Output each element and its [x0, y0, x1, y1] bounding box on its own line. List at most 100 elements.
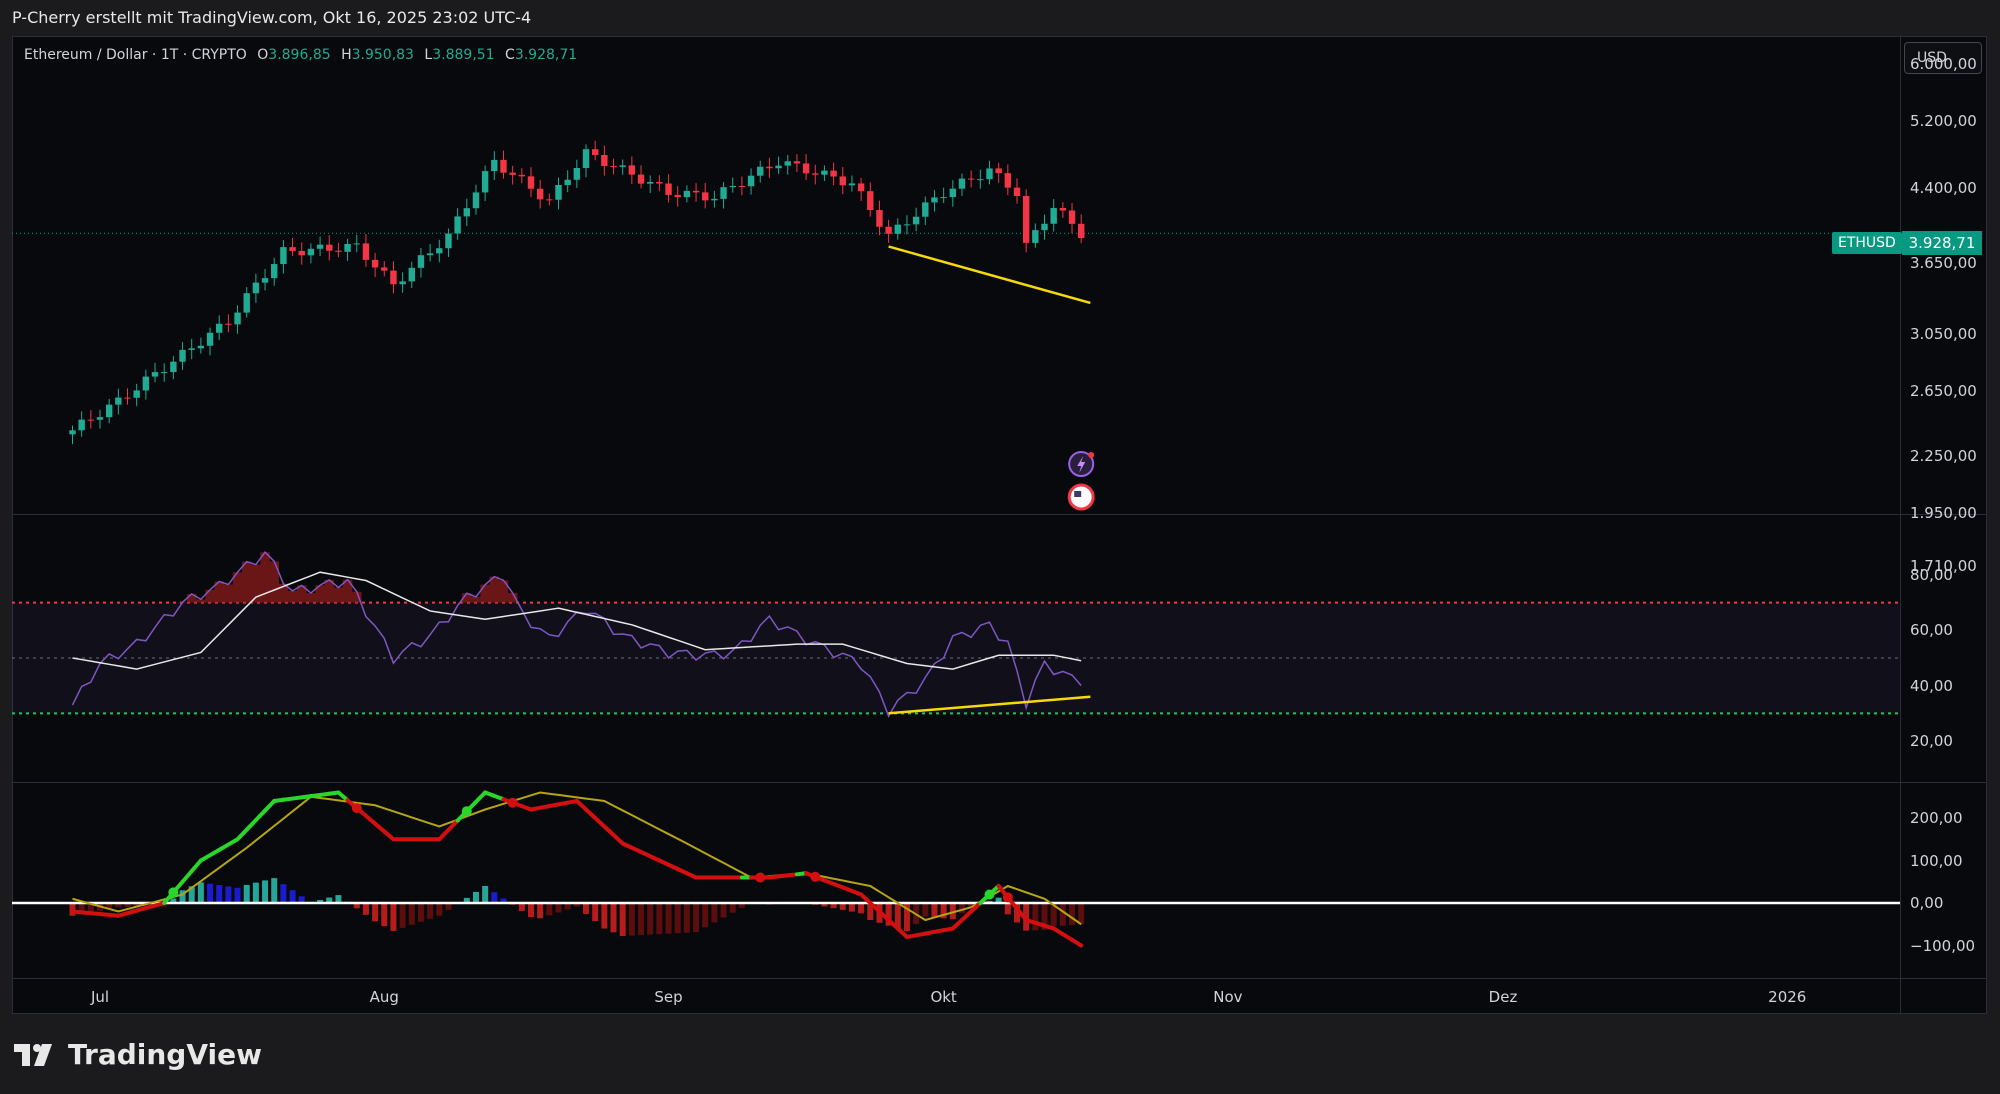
candle — [280, 247, 287, 265]
candle — [894, 224, 901, 234]
macd-histogram-bar — [482, 886, 489, 903]
macd-line-segment — [363, 813, 378, 826]
candle — [647, 182, 654, 184]
macd-histogram-bar — [665, 903, 672, 934]
symbol-title[interactable]: Ethereum / Dollar · 1T · CRYPTO — [24, 47, 247, 63]
candle — [637, 174, 645, 184]
macd-histogram-bar — [216, 885, 223, 903]
candle — [271, 264, 278, 279]
macd-histogram-bar — [702, 903, 709, 928]
candle — [958, 178, 966, 189]
tradingview-logo-icon — [14, 1043, 52, 1066]
macd-line-segment — [584, 807, 598, 820]
macd-cross-dot — [461, 806, 472, 817]
candle — [1068, 210, 1076, 224]
macd-line-segment — [446, 818, 460, 832]
macd-histogram-bar — [1069, 903, 1076, 925]
candle — [940, 197, 947, 199]
candle — [912, 216, 920, 225]
candle — [1004, 173, 1012, 188]
macd-histogram-bar — [647, 903, 654, 935]
time-axis-separator — [12, 978, 1987, 979]
candle — [702, 192, 709, 201]
macd-histogram-bar — [289, 890, 296, 903]
macd-line-segment — [473, 790, 488, 804]
price-axis-label: 2.650,00 — [1910, 381, 1977, 400]
chart-area[interactable] — [12, 36, 1987, 1014]
pane-separator-rsi[interactable] — [12, 514, 1987, 515]
candle — [472, 192, 480, 209]
candle — [151, 372, 159, 377]
macd-histogram-bar — [683, 903, 690, 933]
macd-histogram-bar — [197, 882, 204, 903]
macd-line-segment — [189, 858, 203, 874]
macd-histogram-bar — [674, 903, 681, 934]
candle — [546, 199, 553, 201]
macd-histogram-bar — [527, 903, 534, 918]
macd-line-segment — [611, 833, 625, 846]
candle — [225, 323, 232, 325]
candle — [674, 194, 681, 198]
macd-histogram-bar — [124, 903, 131, 908]
macd-histogram-bar — [298, 896, 305, 903]
price-axis-label: 6.000,00 — [1910, 54, 1977, 73]
price-axis-divider — [1900, 36, 1901, 1014]
candle — [87, 419, 95, 421]
candle — [335, 250, 342, 252]
macd-axis-label: 0,00 — [1910, 894, 1944, 912]
legend-low-key: L — [424, 47, 433, 63]
legend-open-key: O — [257, 47, 269, 63]
macd-cross-dot — [507, 797, 518, 808]
macd-line-segment — [969, 901, 983, 914]
macd-histogram-bar — [638, 903, 645, 936]
macd-line-segment — [373, 821, 387, 834]
macd-histogram-bar — [445, 903, 452, 910]
candle — [344, 243, 351, 252]
symbol-legend[interactable]: Ethereum / Dollar · 1T · CRYPTO O3.896,8… — [24, 47, 577, 63]
macd-histogram-bar — [500, 898, 507, 903]
macd-histogram-bar — [1059, 903, 1066, 926]
rsi-ma-line — [72, 571, 1082, 670]
tradingview-logo[interactable]: TradingView — [14, 1038, 262, 1071]
macd-histogram-bar — [546, 903, 553, 916]
candle — [1013, 187, 1021, 197]
candle — [564, 179, 571, 185]
macd-histogram-bar — [628, 903, 635, 936]
candle — [69, 430, 76, 435]
macd-histogram-bar — [427, 903, 434, 919]
macd-line-segment — [180, 869, 194, 884]
pane-separator-macd[interactable] — [12, 782, 1987, 783]
candle — [848, 183, 856, 186]
macd-histogram-bar — [372, 903, 379, 922]
price-trendline — [888, 245, 1091, 305]
macd-line-segment — [235, 827, 249, 842]
macd-histogram-bar — [69, 903, 76, 916]
macd-histogram-bar — [1014, 903, 1020, 923]
candle — [252, 282, 260, 294]
candle — [124, 397, 131, 399]
candle — [977, 179, 984, 181]
macd-histogram-bar — [133, 903, 140, 908]
macd-histogram-bar — [335, 895, 342, 903]
candle — [518, 174, 526, 177]
candle — [399, 281, 406, 285]
macd-histogram-bar — [106, 903, 113, 909]
macd-histogram-bar — [720, 903, 727, 918]
macd-histogram-bar — [711, 903, 718, 923]
macd-group — [12, 790, 1900, 948]
candle — [738, 185, 746, 187]
macd-histogram-bar — [537, 903, 544, 919]
macd-histogram-bar — [830, 903, 837, 909]
candle — [656, 182, 663, 184]
candle — [591, 149, 599, 156]
macd-histogram-bar — [326, 897, 333, 903]
macd-histogram-bar — [390, 903, 397, 931]
macd-histogram-bar — [968, 903, 975, 908]
macd-histogram-bar — [234, 887, 241, 903]
price-axis-label: 1.710,00 — [1910, 556, 1977, 575]
currency-button[interactable]: USD — [1904, 42, 1982, 74]
macd-line-segment — [336, 790, 350, 803]
macd-histogram-bar — [1041, 903, 1048, 930]
macd-histogram-bar — [995, 897, 1002, 903]
macd-line-segment — [574, 799, 589, 812]
